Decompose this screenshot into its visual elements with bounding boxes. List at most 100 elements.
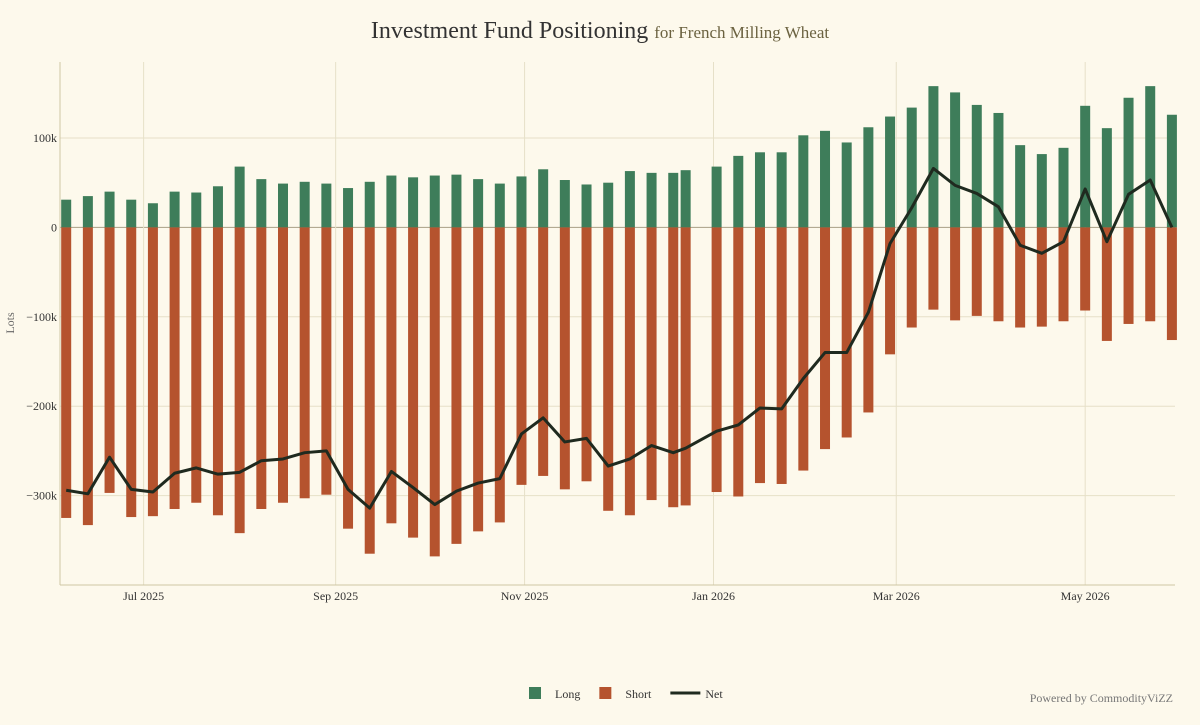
bar	[126, 227, 137, 518]
bar	[885, 116, 896, 228]
x-tick-label: May 2026	[1061, 589, 1110, 603]
bar	[711, 227, 722, 493]
bar	[1123, 227, 1134, 324]
x-tick-label: Jul 2025	[123, 589, 164, 603]
bar	[841, 227, 852, 438]
bar	[82, 227, 93, 526]
bar	[820, 130, 831, 228]
legend-label: Net	[705, 687, 723, 701]
bar	[451, 227, 462, 544]
bar	[754, 152, 765, 228]
bar	[624, 227, 635, 516]
bar	[191, 192, 202, 228]
credit: Powered by CommodityViZZ	[1030, 691, 1173, 705]
bar	[603, 227, 614, 511]
bar	[1058, 147, 1069, 228]
bar	[1101, 227, 1112, 341]
bar	[559, 180, 570, 228]
bar	[126, 199, 137, 228]
bar	[494, 183, 505, 228]
bar	[429, 175, 440, 228]
bar	[1036, 227, 1047, 327]
bar	[1101, 128, 1112, 228]
bar	[538, 169, 549, 228]
bar	[278, 227, 288, 503]
chart-subtitle: for French Milling Wheat	[654, 23, 829, 42]
bar	[1123, 97, 1134, 228]
bar	[841, 142, 852, 228]
bar	[1080, 227, 1091, 311]
marks	[61, 86, 1177, 557]
bar	[61, 227, 72, 518]
bar	[1145, 86, 1156, 228]
bar	[256, 179, 267, 228]
bar	[1058, 227, 1069, 322]
legend-swatch	[529, 687, 541, 699]
bar	[299, 227, 310, 499]
bar	[256, 227, 267, 510]
bar	[538, 227, 549, 476]
bar	[559, 227, 570, 490]
bar	[906, 107, 917, 228]
y-axis-label: Lots	[3, 312, 17, 334]
bar	[754, 227, 765, 484]
bar	[733, 155, 744, 228]
x-tick-label: Mar 2026	[873, 589, 920, 603]
y-tick-label: −300k	[26, 489, 57, 503]
bar	[993, 227, 1004, 322]
bar	[234, 166, 245, 228]
bar	[408, 227, 419, 538]
legend-swatch	[599, 687, 612, 699]
bar	[1036, 154, 1047, 228]
bar	[646, 172, 657, 228]
bar	[473, 227, 484, 532]
bar	[906, 227, 917, 328]
bar	[680, 227, 691, 506]
bar	[603, 182, 614, 228]
bar	[82, 196, 93, 228]
bar	[1145, 227, 1156, 322]
bar	[61, 199, 72, 228]
bar	[624, 171, 635, 228]
bar	[212, 227, 223, 516]
y-tick-label: 0	[51, 220, 57, 234]
bar	[147, 227, 158, 517]
bar	[885, 227, 896, 355]
bar	[971, 227, 982, 316]
x-tick-label: Jan 2026	[692, 589, 735, 603]
bar	[680, 170, 691, 228]
bar	[234, 227, 245, 534]
bar	[1015, 145, 1026, 228]
bar	[451, 174, 462, 228]
bar	[646, 227, 657, 501]
bar	[516, 176, 527, 228]
bar	[668, 227, 679, 508]
bar	[776, 152, 787, 228]
bar	[429, 227, 440, 557]
bar	[299, 181, 310, 228]
bar	[1166, 227, 1177, 341]
bar	[928, 227, 939, 310]
bar	[386, 175, 397, 228]
bar	[993, 112, 1004, 228]
bar	[191, 227, 202, 503]
y-tick-label: 100k	[33, 131, 57, 145]
bar	[711, 166, 722, 228]
bar	[473, 179, 484, 228]
bar	[408, 177, 419, 228]
bar	[928, 86, 939, 228]
bar	[278, 183, 288, 228]
bar	[581, 184, 592, 228]
bar	[104, 227, 115, 493]
bar	[212, 186, 223, 228]
chart-title: Investment Fund Positioning	[371, 18, 648, 44]
bar	[147, 203, 158, 228]
bar	[169, 191, 180, 228]
bar	[581, 227, 592, 482]
bar	[169, 227, 180, 510]
net-line	[65, 166, 1174, 510]
bar	[1015, 227, 1026, 328]
legend: Long Short Net	[529, 687, 723, 701]
bar	[516, 227, 527, 485]
